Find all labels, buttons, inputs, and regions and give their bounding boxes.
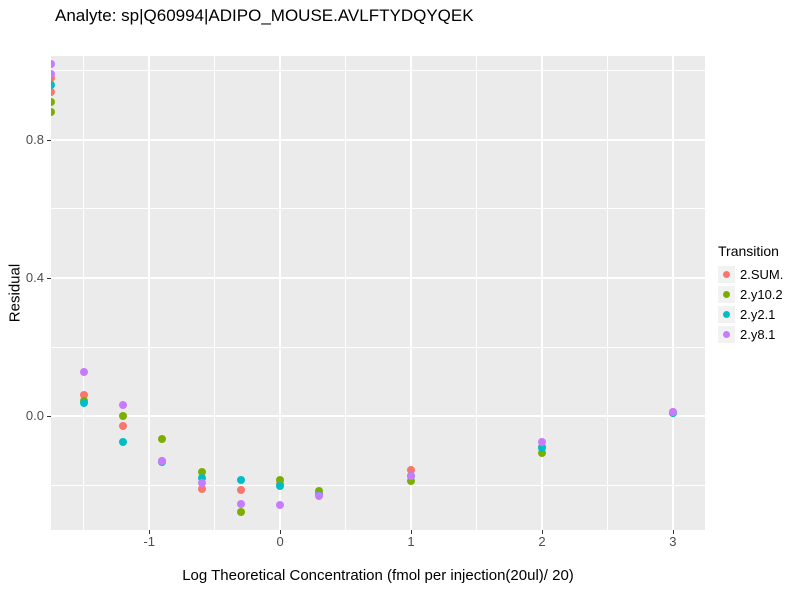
- legend-dot-icon: [723, 330, 730, 338]
- data-point: [276, 501, 285, 510]
- legend-item-label: 2.y10.2: [740, 286, 783, 302]
- x-tick-label: 0: [276, 534, 284, 549]
- x-tick-mark: [672, 530, 674, 534]
- data-point: [79, 399, 88, 408]
- y-tick-label: 0.0: [25, 408, 44, 424]
- data-point: [407, 477, 416, 486]
- legend-item-label: 2.y2.1: [740, 306, 776, 322]
- data-point: [197, 484, 206, 493]
- data-point: [236, 500, 245, 509]
- gridline-major-y: [51, 138, 705, 141]
- legend-item-label: 2.y8.1: [740, 326, 776, 342]
- chart-title: Analyte: sp|Q60994|ADIPO_MOUSE.AVLFTYDQY…: [55, 6, 474, 25]
- data-point: [51, 87, 55, 96]
- y-tick-mark: [47, 277, 51, 279]
- x-tick-label: 2: [538, 534, 546, 549]
- data-point: [51, 59, 55, 68]
- gridline-minor-x: [345, 56, 347, 530]
- data-point: [407, 466, 416, 475]
- legend-key: [718, 265, 735, 283]
- legend-dot-icon: [723, 290, 730, 298]
- plot-panel: [51, 56, 705, 530]
- data-point: [537, 448, 546, 457]
- data-point: [236, 486, 245, 495]
- legend-item: 2.y10.2: [718, 284, 783, 304]
- x-tick-label: 1: [407, 534, 415, 549]
- gridline-major-x: [279, 56, 282, 530]
- gridline-minor-x: [476, 56, 478, 530]
- gridline-minor-y: [51, 70, 705, 72]
- gridline-minor-y: [51, 484, 705, 486]
- data-point: [119, 422, 127, 431]
- x-axis-title: Log Theoretical Concentration (fmol per …: [182, 567, 574, 584]
- gridline-major-y: [51, 276, 705, 279]
- gridline-minor-x: [214, 56, 216, 530]
- data-point: [276, 482, 285, 491]
- legend-key: [718, 285, 735, 303]
- data-point: [51, 108, 55, 117]
- legend-dot-icon: [723, 310, 730, 318]
- legend-dot-icon: [723, 270, 730, 278]
- gridline-minor-y: [51, 208, 705, 210]
- gridline-minor-y: [51, 346, 705, 348]
- legend-item: 2.y2.1: [718, 304, 783, 324]
- legend-item-label: 2.SUM.: [740, 266, 784, 282]
- data-point: [119, 412, 127, 421]
- y-axis-title: Residual: [6, 263, 24, 323]
- legend-key: [718, 305, 735, 323]
- data-point: [407, 471, 416, 480]
- data-point: [79, 391, 88, 400]
- data-point: [276, 476, 285, 485]
- data-point: [51, 70, 55, 79]
- x-tick-label: -1: [143, 534, 155, 549]
- data-point: [51, 97, 55, 106]
- gridline-major-x: [148, 56, 151, 530]
- legend-items: 2.SUM. 2.y10.2 2.y2.1 2.y8.1: [718, 264, 783, 344]
- y-tick-label: 0.4: [25, 269, 44, 285]
- data-point: [197, 473, 206, 482]
- data-point: [315, 492, 324, 501]
- data-point: [197, 478, 206, 487]
- gridline-minor-x: [83, 56, 85, 530]
- gridline-major-x: [540, 56, 543, 530]
- data-point: [236, 508, 245, 517]
- y-tick-mark: [47, 416, 51, 418]
- data-point: [158, 434, 167, 443]
- x-tick-mark: [541, 530, 543, 534]
- data-point: [236, 476, 245, 485]
- gridline-major-y: [51, 415, 705, 418]
- x-tick-mark: [149, 530, 151, 534]
- gridline-major-x: [671, 56, 674, 530]
- legend: Transition 2.SUM. 2.y10.2 2.y2.1 2.y8.1: [718, 243, 783, 344]
- data-point: [158, 456, 167, 465]
- data-point: [79, 367, 88, 376]
- legend-item: 2.SUM.: [718, 264, 783, 284]
- data-point: [537, 443, 546, 452]
- y-tick-mark: [47, 139, 51, 141]
- data-point: [537, 437, 546, 446]
- data-point: [51, 80, 55, 89]
- legend-item: 2.y8.1: [718, 324, 783, 344]
- x-tick-label: 3: [669, 534, 677, 549]
- y-tick-label: 0.8: [25, 131, 44, 147]
- gridline-major-x: [410, 56, 413, 530]
- legend-key: [718, 325, 735, 343]
- legend-title: Transition: [718, 243, 779, 259]
- data-point: [119, 437, 127, 446]
- x-tick-mark: [411, 530, 413, 534]
- x-tick-mark: [280, 530, 282, 534]
- data-point: [197, 468, 206, 476]
- gridline-minor-x: [606, 56, 608, 530]
- data-point: [119, 401, 127, 410]
- data-point: [668, 407, 677, 416]
